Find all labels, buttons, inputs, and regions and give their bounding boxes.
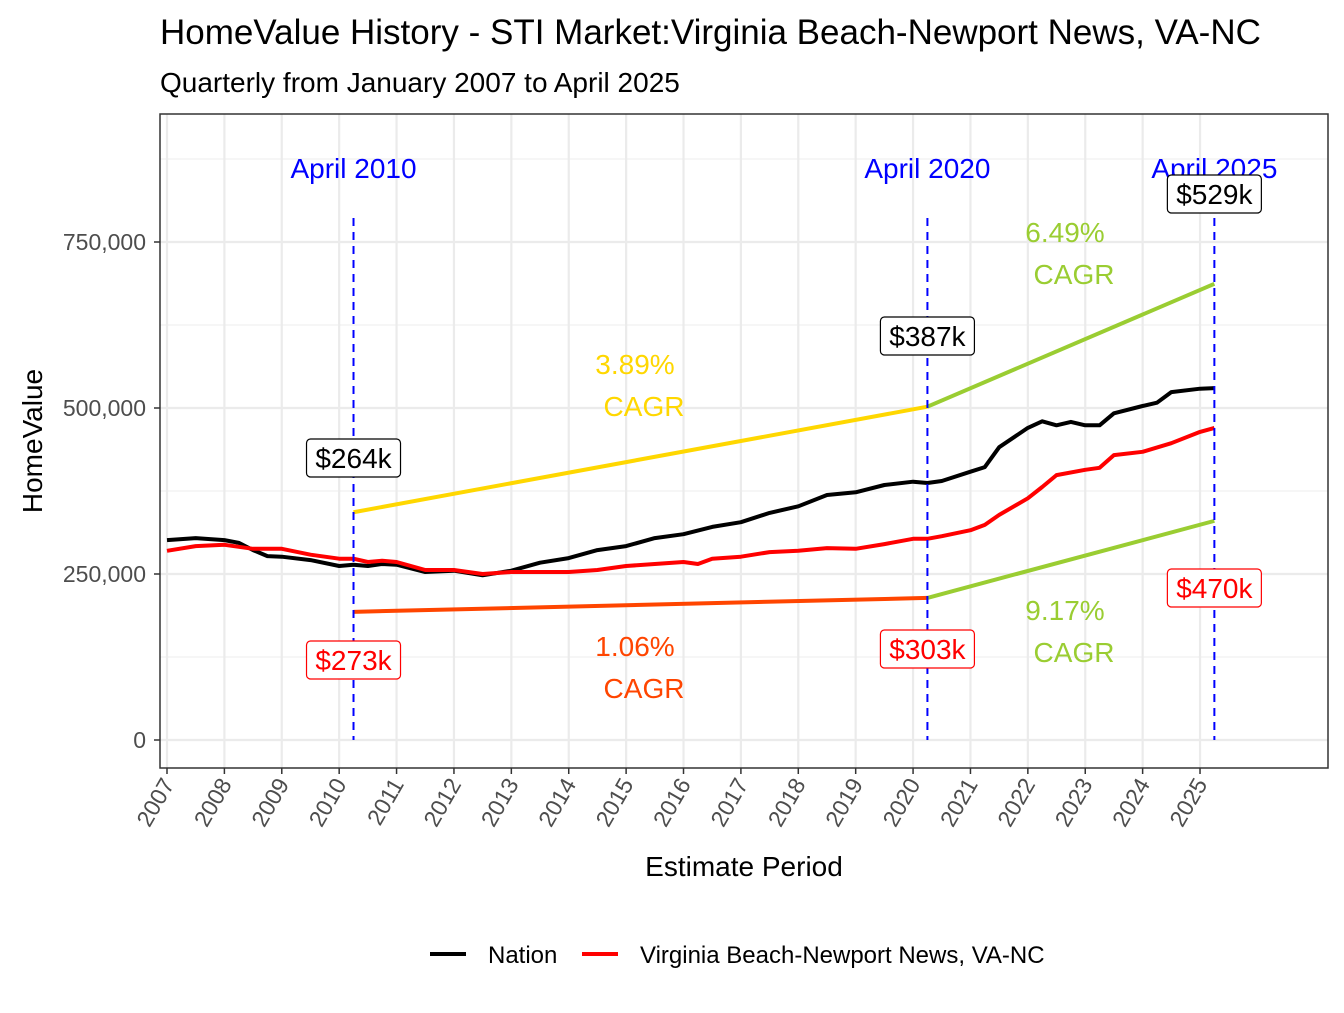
series-line-nation (166, 386, 1215, 578)
x-tick-label: 2017 (705, 774, 753, 831)
cagr-word-label: CAGR (604, 673, 685, 704)
legend: Nation Virginia Beach-Newport News, VA-N… (430, 942, 1045, 969)
value-label: $529k (1176, 179, 1253, 210)
chart-title: HomeValue History - STI Market:Virginia … (160, 13, 1261, 52)
x-tick-label: 2018 (763, 774, 811, 831)
value-label: $303k (889, 634, 966, 665)
x-tick-label: 2019 (820, 774, 868, 831)
y-tick-label: 0 (133, 727, 146, 753)
x-tick-label: 2010 (303, 774, 351, 831)
cagr-percent-label: 3.89% (595, 349, 674, 380)
x-tick-label: 2024 (1107, 773, 1155, 830)
x-tick-label: 2009 (246, 774, 294, 831)
x-tick-label: 2012 (418, 774, 466, 831)
cagr-percent-label: 1.06% (595, 631, 674, 662)
series-line-market (166, 425, 1215, 576)
x-tick-label: 2007 (131, 774, 179, 831)
value-label: $387k (889, 321, 966, 352)
x-axis-label: Estimate Period (645, 851, 843, 882)
x-tick-label: 2013 (476, 774, 524, 831)
x-tick-label: 2015 (590, 774, 638, 831)
trend-lines (353, 281, 1216, 614)
x-tick-label: 2023 (1049, 774, 1097, 831)
vertical-marker-label: April 2020 (864, 153, 990, 184)
cagr-percent-label: 9.17% (1025, 595, 1104, 626)
cagr-trend-line (353, 404, 928, 515)
cagr-percent-label: 6.49% (1025, 217, 1104, 248)
value-label-box (879, 316, 976, 356)
plot-panel-border (159, 113, 1329, 769)
series-lines (166, 386, 1215, 578)
value-label: $273k (315, 645, 392, 676)
cagr-word-label: CAGR (1034, 259, 1115, 290)
cagr-word-label: CAGR (604, 391, 685, 422)
y-tick-label: 750,000 (63, 229, 146, 255)
annotations: $264k $387k $529k $273k $303k $470k 3.89% CAGR 6… (305, 174, 1262, 704)
x-tick-label: 2008 (189, 774, 237, 831)
x-tick-label: 2011 (362, 774, 409, 830)
cagr-trend-line (926, 281, 1216, 409)
value-label-box (305, 438, 402, 478)
x-tick-label: 2025 (1164, 774, 1212, 831)
x-tick-label: 2022 (992, 774, 1040, 831)
cagr-trend-line (353, 595, 928, 614)
value-label-box (879, 629, 976, 669)
x-tick-label: 2020 (877, 774, 925, 831)
cagr-word-label: CAGR (1034, 637, 1115, 668)
legend-label-nation: Nation (488, 942, 557, 969)
value-label-box (1166, 174, 1262, 214)
chart-subtitle: Quarterly from January 2007 to April 202… (160, 67, 680, 98)
y-axis-label: HomeValue (17, 369, 48, 513)
y-tick-label: 250,000 (63, 561, 146, 587)
value-label: $470k (1176, 573, 1253, 604)
value-label-box (1166, 568, 1262, 608)
cagr-trend-line (926, 518, 1215, 600)
legend-label-market: Virginia Beach-Newport News, VA-NC (640, 942, 1045, 969)
y-tick-label: 500,000 (63, 395, 146, 421)
vertical-marker-label: April 2010 (290, 153, 416, 184)
x-tick-label: 2014 (533, 773, 581, 830)
value-label-box (305, 640, 402, 680)
value-label: $264k (315, 443, 392, 474)
x-tick-label: 2021 (935, 774, 983, 831)
x-tick-label: 2016 (648, 774, 696, 831)
